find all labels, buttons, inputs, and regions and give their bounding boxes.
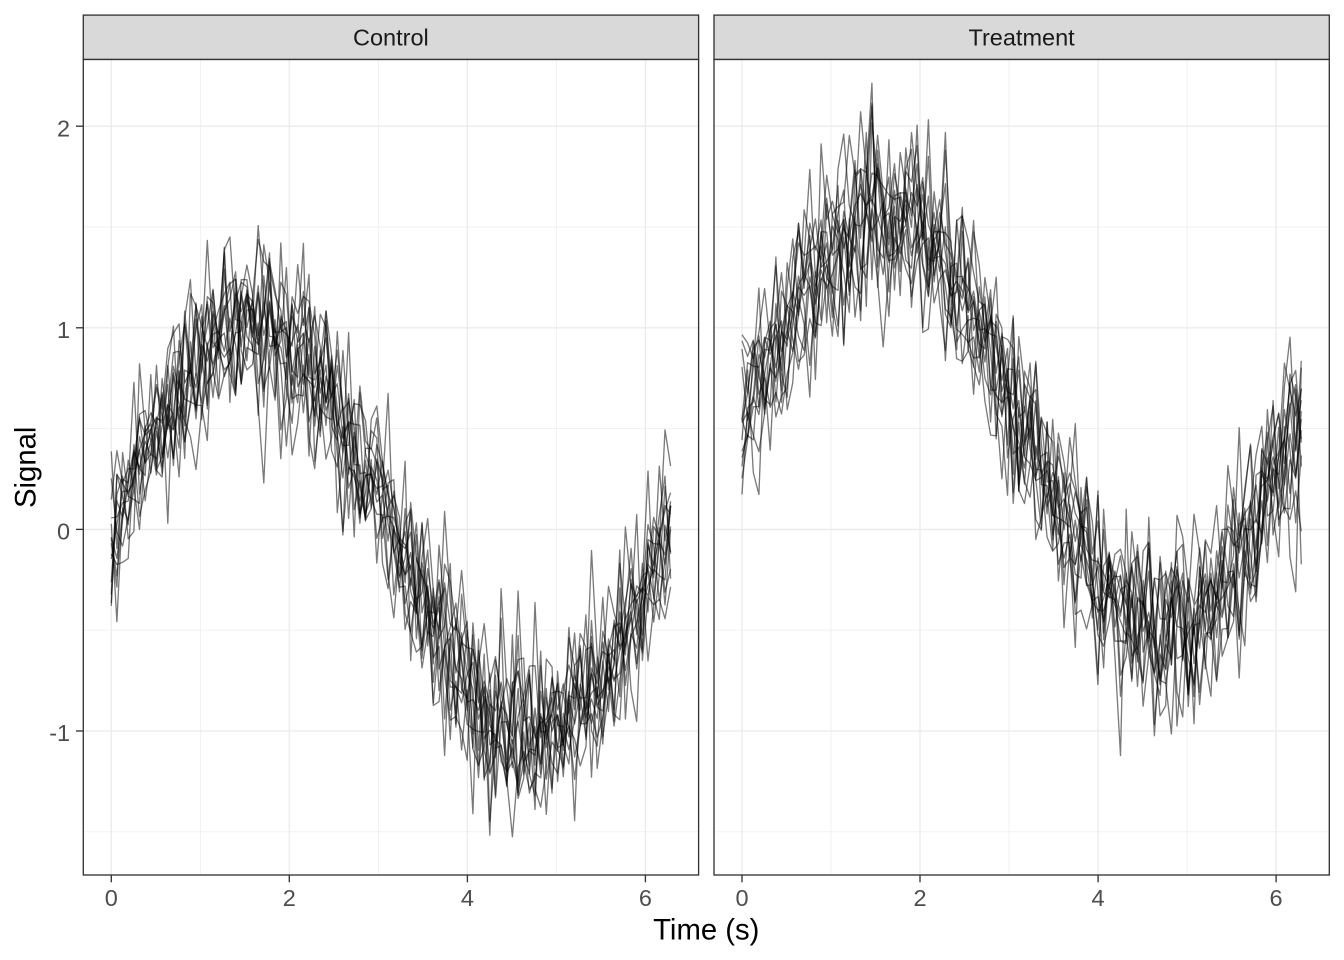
- svg-text:2: 2: [913, 885, 926, 911]
- svg-text:0: 0: [105, 885, 118, 911]
- svg-text:4: 4: [1092, 885, 1105, 911]
- svg-text:4: 4: [461, 885, 474, 911]
- svg-text:2: 2: [57, 115, 70, 141]
- svg-text:6: 6: [639, 885, 652, 911]
- svg-text:2: 2: [283, 885, 296, 911]
- svg-text:Control: Control: [353, 24, 429, 50]
- svg-text:1: 1: [57, 317, 70, 343]
- svg-text:Time (s): Time (s): [653, 914, 759, 947]
- svg-text:0: 0: [57, 519, 70, 545]
- svg-text:6: 6: [1270, 885, 1283, 911]
- svg-text:Signal: Signal: [10, 427, 43, 508]
- svg-text:Treatment: Treatment: [968, 24, 1075, 50]
- svg-text:-1: -1: [49, 720, 70, 746]
- svg-text:0: 0: [735, 885, 748, 911]
